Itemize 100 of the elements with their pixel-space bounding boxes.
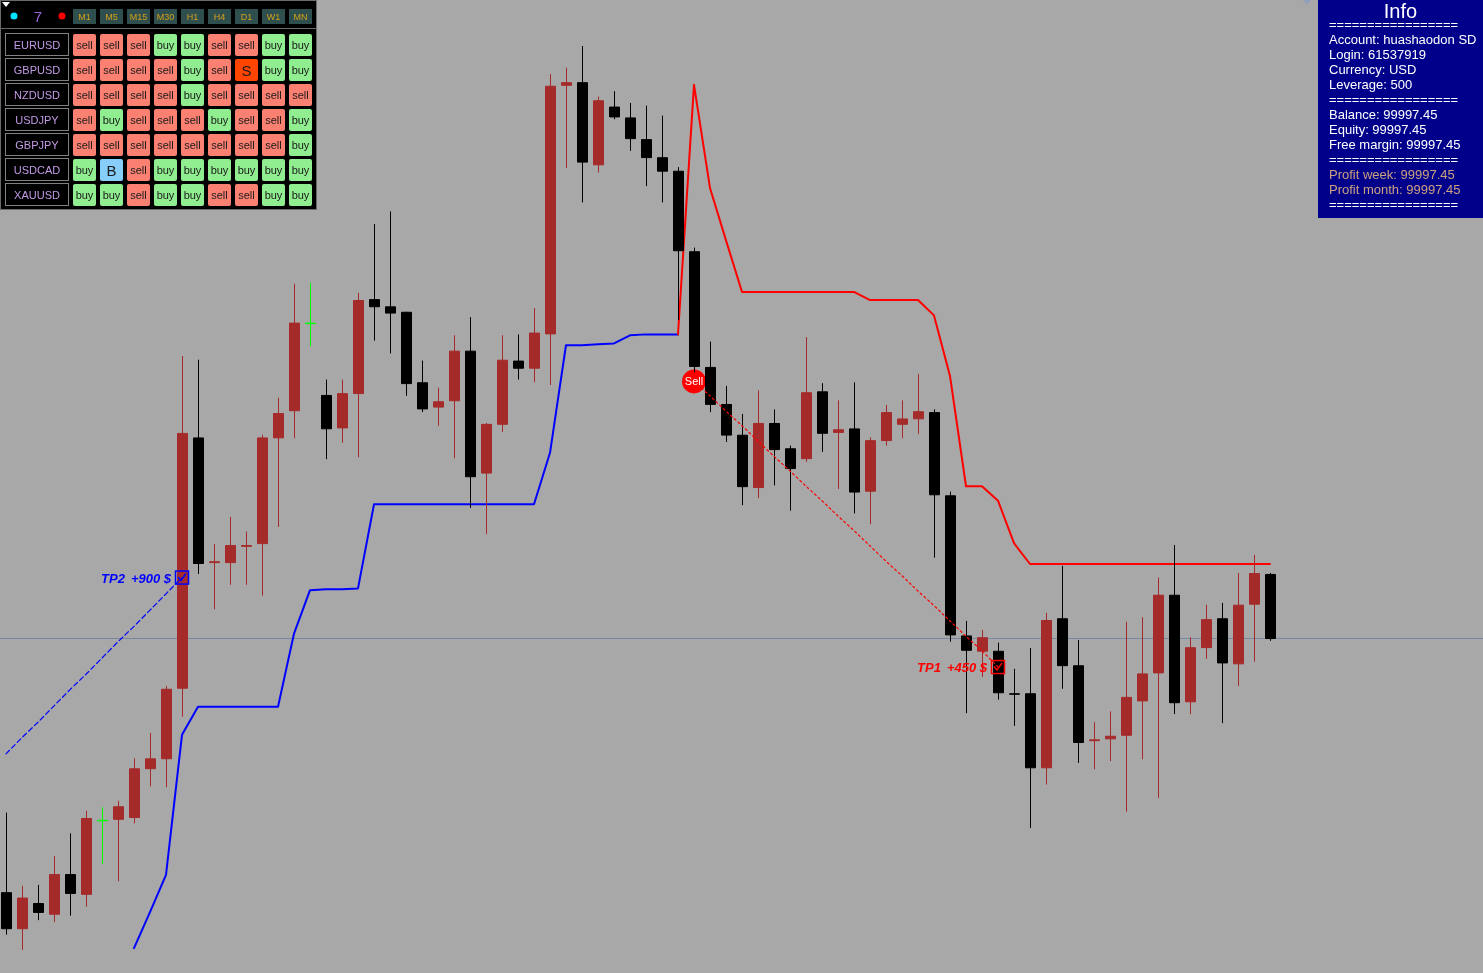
candlestick [81,810,92,908]
candlestick [529,307,540,383]
text: sell [130,64,147,76]
text: buy [291,114,310,126]
text: sell [238,189,255,201]
text: sell [211,189,228,201]
candlestick [273,397,284,528]
category-label: H1 [186,12,199,22]
candlestick [817,382,828,453]
text: buy [156,39,175,51]
candlestick [1217,602,1228,724]
text: sell [157,89,174,101]
candlestick [977,629,988,678]
candlestick [513,333,524,381]
text: sell [238,89,255,101]
text: sell [265,139,282,151]
text: Profit week: 99997.45 [1329,166,1455,182]
candlestick [241,530,252,586]
text: buy [75,164,94,176]
text: buy [156,189,175,201]
candlestick [401,311,412,397]
text: sell [238,39,255,51]
category-label: XAUUSD [14,189,60,201]
category-label: M15 [129,12,148,22]
text: sell [211,89,228,101]
candlestick [785,445,796,512]
candlestick [17,885,28,951]
candlestick [833,399,844,490]
candlestick [1089,721,1100,770]
text: buy [156,164,175,176]
candlestick [753,389,764,499]
annotation: +900 $ [130,570,172,586]
text: buy [291,164,310,176]
candlestick [145,732,156,787]
text: 7 [33,7,43,25]
candlestick [705,341,716,413]
candlestick [465,316,476,509]
text: buy [183,64,202,76]
candlestick [337,379,348,444]
category-label: NZDUSD [14,89,60,101]
text: sell [292,89,309,101]
candlestick [545,73,556,386]
series-label: Sell [684,375,704,388]
text: sell [130,139,147,151]
category-label: W1 [266,12,281,22]
candlestick [577,45,588,203]
text: sell [103,39,120,51]
text: sell [211,139,228,151]
candlestick [497,334,508,433]
text: sell [265,89,282,101]
candlestick [1265,572,1276,642]
candlestick [737,413,748,506]
text: Account: huashaodon SD [1329,31,1477,47]
candlestick [209,543,220,610]
candlestick [449,334,460,459]
candlestick [385,210,396,354]
text: Free margin: 99997.45 [1329,136,1461,152]
candlestick [33,884,44,921]
candlestick [321,379,332,460]
text: sell [103,139,120,151]
candlestick [561,67,572,169]
text: TP1 [917,660,941,676]
text: buy [237,164,256,176]
category-label: H4 [213,12,226,22]
candlestick [225,516,236,586]
candlestick [1025,647,1036,829]
candlestick [1137,616,1148,760]
candlestick [721,385,732,443]
candlestick [1057,565,1068,690]
category-label: GBPJPY [15,139,59,151]
candlestick [1153,577,1164,799]
text: sell [130,114,147,126]
candlestick [129,757,140,824]
text: sell [76,39,93,51]
text: buy [210,114,229,126]
text: buy [102,114,121,126]
text: buy [183,189,202,201]
text: sell [130,39,147,51]
text: buy [264,189,283,201]
text: sell [76,89,93,101]
candlestick [369,223,380,342]
text: sell [265,114,282,126]
text: Profit month: 99997.45 [1329,181,1461,197]
candlestick [1169,544,1180,715]
text: sell [130,89,147,101]
candlestick [1009,668,1020,727]
text: buy [291,64,310,76]
category-label: USDCAD [13,164,61,176]
text: sell [76,114,93,126]
candlestick [945,491,956,643]
candlestick [113,800,124,882]
candlestick [417,360,428,413]
text: Login: 61537919 [1329,46,1426,62]
candlestick [49,855,60,923]
category-label: M30 [156,12,175,22]
candlestick [1,812,12,936]
text: buy [183,39,202,51]
text: sell [103,89,120,101]
candlestick [193,359,204,575]
candlestick [1185,636,1196,715]
